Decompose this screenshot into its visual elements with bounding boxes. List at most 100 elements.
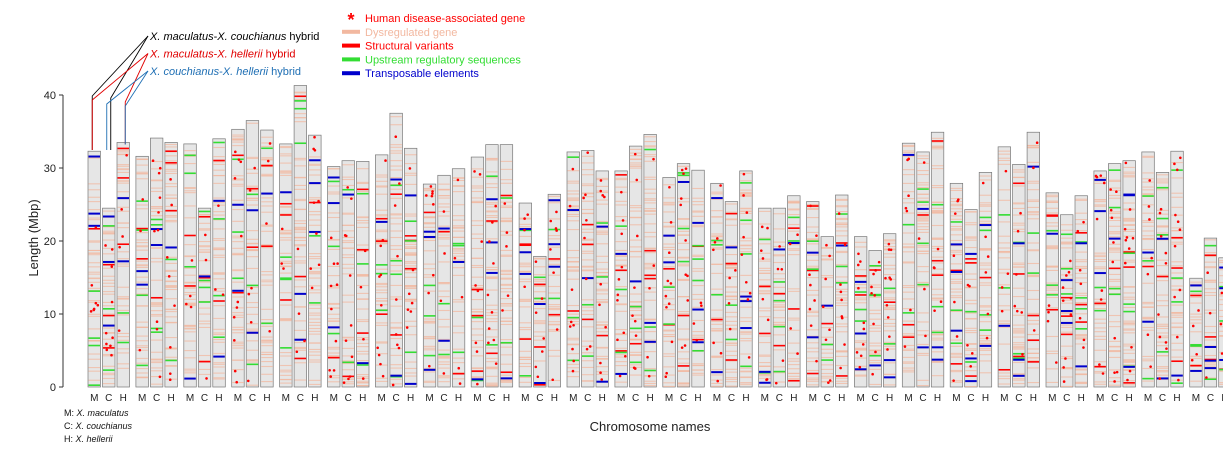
dysregulated-band [1156, 367, 1169, 369]
disease-gene-marker [332, 369, 336, 372]
dysregulated-band [629, 354, 642, 356]
transposable-element [328, 176, 340, 179]
dysregulated-band [677, 383, 690, 385]
dysregulated-band [629, 246, 642, 248]
column-label: H [1126, 393, 1133, 404]
disease-gene-marker [1100, 289, 1104, 292]
upstream-regulatory [390, 259, 402, 262]
dysregulated-band [261, 225, 273, 227]
dysregulated-band [375, 289, 388, 291]
dysregulated-band [1190, 331, 1202, 333]
dysregulated-band [596, 255, 608, 257]
dysregulated-band [1013, 378, 1025, 380]
column-label: H [1173, 393, 1180, 404]
dysregulated-band [1013, 203, 1025, 205]
dysregulated-band [807, 315, 819, 317]
disease-gene-marker [429, 185, 433, 188]
dysregulated-band [725, 295, 738, 297]
dysregulated-band [500, 363, 513, 365]
dysregulated-band [280, 174, 292, 176]
dysregulated-band [917, 216, 929, 218]
dysregulated-band [150, 208, 163, 210]
disease-gene-marker [728, 327, 732, 331]
dysregulated-band [965, 278, 977, 280]
dysregulated-band [294, 349, 307, 351]
disease-gene-marker [680, 168, 684, 172]
dysregulated-band [1075, 251, 1087, 253]
upstream-regulatory [1156, 351, 1169, 353]
dysregulated-band [232, 281, 244, 283]
dysregulated-band [390, 169, 402, 171]
dysregulated-band [117, 151, 129, 153]
dysregulated-band [375, 174, 388, 176]
dysregulated-band [103, 267, 115, 269]
upstream-regulatory [1075, 297, 1087, 299]
dysregulated-band [567, 257, 579, 259]
chromosome-body [260, 129, 274, 388]
disease-gene-marker [1164, 251, 1168, 255]
legend-item: Upstream regulatory sequences [342, 54, 521, 66]
dysregulated-band [596, 191, 608, 194]
dysregulated-band [1156, 316, 1169, 318]
dysregulated-band [1108, 384, 1121, 386]
disease-gene-marker [886, 316, 890, 319]
dysregulated-band [198, 281, 211, 283]
dysregulated-band [677, 218, 690, 220]
dysregulated-band [232, 247, 244, 249]
upstream-regulatory [1142, 377, 1154, 380]
chromosome-body [87, 150, 101, 388]
dysregulated-band [423, 226, 436, 228]
dysregulated-band [663, 248, 675, 251]
dysregulated-band [931, 137, 944, 139]
disease-gene-marker [1147, 205, 1151, 208]
legend-swatch [342, 57, 360, 62]
dysregulated-band [232, 134, 244, 136]
dysregulated-band [740, 194, 752, 196]
disease-gene-marker [555, 328, 559, 331]
dysregulated-band [596, 324, 608, 326]
dysregulated-band [294, 159, 307, 161]
dysregulated-band [471, 311, 484, 313]
dysregulated-band [965, 222, 977, 224]
upstream-regulatory [629, 305, 642, 308]
disease-gene-marker [344, 339, 348, 342]
dysregulated-band [136, 326, 148, 328]
dysregulated-band [500, 379, 513, 381]
upstream-regulatory [471, 316, 484, 319]
transposable-element [883, 376, 896, 379]
dysregulated-band [1061, 247, 1073, 249]
dysregulated-band [1075, 265, 1087, 267]
dysregulated-band [1094, 349, 1106, 351]
dysregulated-band [692, 187, 704, 190]
dysregulated-band [1142, 318, 1154, 320]
disease-gene-marker [506, 294, 510, 297]
dysregulated-band [663, 246, 675, 248]
dysregulated-band [232, 183, 244, 185]
dysregulated-band [1142, 235, 1154, 237]
dysregulated-band [88, 287, 100, 289]
disease-gene-marker [1178, 288, 1182, 292]
dysregulated-band [740, 189, 752, 191]
transposable-element [198, 275, 211, 278]
structural-variant [725, 359, 738, 361]
upstream-regulatory [150, 331, 163, 333]
dysregulated-band [1108, 219, 1121, 222]
dysregulated-band [500, 273, 513, 275]
chromosome-bar-M [1093, 170, 1107, 388]
dysregulated-band [931, 209, 944, 212]
upstream-regulatory [740, 219, 752, 222]
dysregulated-band [404, 334, 417, 336]
disease-gene-marker [534, 365, 538, 369]
dysregulated-band [136, 372, 148, 374]
disease-gene-marker [870, 285, 873, 289]
disease-gene-marker [486, 293, 490, 297]
disease-gene-marker [155, 327, 159, 331]
dysregulated-band [1171, 356, 1183, 358]
disease-gene-marker [1032, 166, 1035, 170]
upstream-regulatory [1219, 285, 1223, 288]
dysregulated-band [821, 286, 833, 288]
structural-variant [807, 372, 819, 375]
disease-gene-marker [885, 303, 889, 307]
dysregulated-band [1013, 361, 1025, 364]
dysregulated-band [103, 239, 115, 241]
